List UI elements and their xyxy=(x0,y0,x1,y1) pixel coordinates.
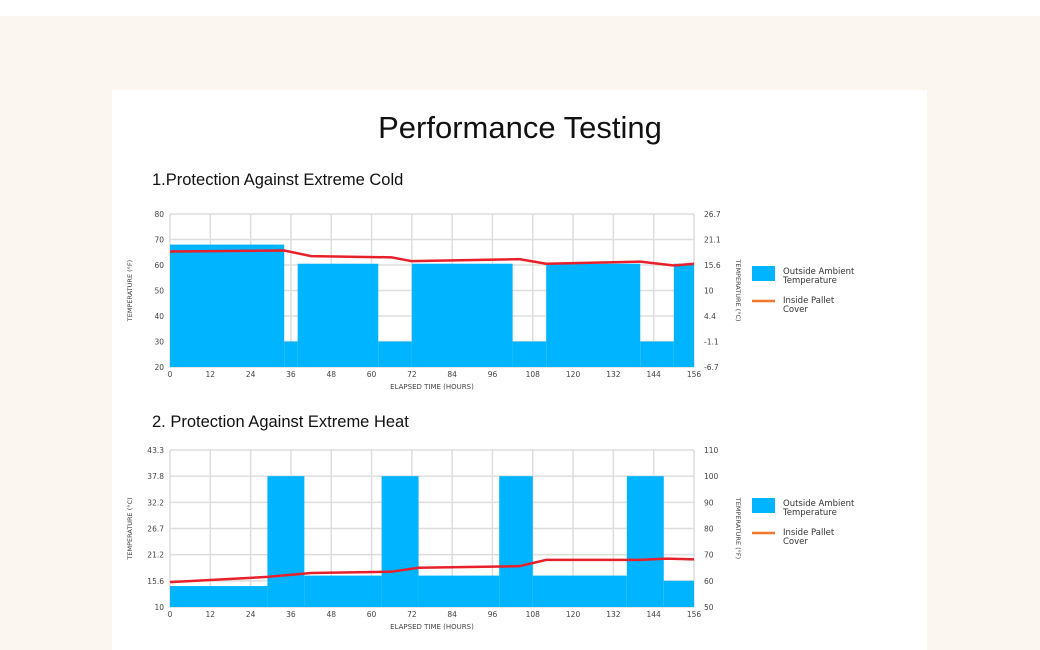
ambient-bar xyxy=(284,341,298,367)
y-tick-label-right: -6.7 xyxy=(704,363,719,372)
ambient-bar xyxy=(512,341,547,367)
ambient-bar xyxy=(418,575,500,607)
y-tick-label: 50 xyxy=(154,287,164,296)
x-tick-label: 48 xyxy=(326,370,336,379)
y-tick-label-right: -1.1 xyxy=(704,338,719,347)
y-tick-label: 40 xyxy=(154,312,164,321)
y-axis-label-right: TEMPERATURE (°C) xyxy=(734,258,742,321)
legend-label-ambient-cont: Temperature xyxy=(782,276,837,286)
ambient-bar xyxy=(640,341,674,367)
y-tick-label: 32.2 xyxy=(147,498,164,507)
ambient-bar xyxy=(546,263,641,367)
ambient-bar xyxy=(297,263,379,367)
ambient-bar xyxy=(499,476,533,607)
ambient-bar xyxy=(267,476,305,607)
x-tick-label: 84 xyxy=(447,610,457,619)
y-tick-label: 10 xyxy=(154,603,164,612)
ambient-bar xyxy=(663,580,694,607)
ambient-bar xyxy=(673,263,694,367)
x-tick-label: 0 xyxy=(168,610,173,619)
legend-label-ambient: Outside Ambient xyxy=(783,267,855,277)
y-axis-label-right: TEMPERATURE (°F) xyxy=(734,497,742,559)
x-tick-label: 120 xyxy=(566,370,581,379)
x-tick-label: 24 xyxy=(246,610,256,619)
y-tick-label-right: 70 xyxy=(704,551,714,560)
ambient-bar xyxy=(170,244,285,367)
inside-temperature-line xyxy=(169,557,695,584)
y-tick-label-right: 110 xyxy=(704,446,719,455)
y-tick-label: 21.2 xyxy=(147,551,164,560)
legend-label-ambient-cont: Temperature xyxy=(782,508,837,518)
inside-temperature-line xyxy=(169,249,695,267)
x-tick-label: 144 xyxy=(647,370,662,379)
legend-label-inside: Inside Pallet xyxy=(783,296,835,306)
y-tick-label: 37.8 xyxy=(147,472,164,481)
x-tick-label: 144 xyxy=(647,610,662,619)
y-tick-label: 80 xyxy=(154,210,164,219)
y-tick-label: 26.7 xyxy=(147,525,164,534)
ambient-bar xyxy=(378,341,412,367)
y-tick-label: 43.3 xyxy=(147,446,164,455)
y-tick-label-right: 60 xyxy=(704,577,714,586)
y-tick-label-right: 21.1 xyxy=(704,236,721,245)
x-tick-label: 36 xyxy=(286,610,296,619)
x-tick-label: 72 xyxy=(407,370,417,379)
x-tick-label: 156 xyxy=(687,610,702,619)
legend-label-inside-cont: Cover xyxy=(783,537,808,547)
legend-swatch-ambient xyxy=(752,498,775,513)
legend-label-inside: Inside Pallet xyxy=(783,528,835,538)
ambient-bar xyxy=(411,263,513,367)
x-axis-label: ELAPSED TIME (HOURS) xyxy=(390,383,474,391)
ambient-bar xyxy=(532,575,627,607)
x-tick-label: 36 xyxy=(286,370,296,379)
legend-swatch-ambient xyxy=(752,266,775,281)
chart-2-title: 2. Protection Against Extreme Heat xyxy=(152,413,409,431)
x-tick-label: 12 xyxy=(206,610,216,619)
y-tick-label: 30 xyxy=(154,338,164,347)
x-tick-label: 0 xyxy=(168,370,173,379)
top-strip xyxy=(0,0,1040,16)
y-tick-label: 15.6 xyxy=(147,577,164,586)
legend-label-inside-cont: Cover xyxy=(783,305,808,315)
y-tick-label-right: 26.7 xyxy=(704,210,721,219)
x-tick-label: 132 xyxy=(606,370,621,379)
y-tick-label: 60 xyxy=(154,261,164,270)
y-tick-label: 20 xyxy=(154,363,164,372)
ambient-bar xyxy=(304,575,382,607)
x-tick-label: 108 xyxy=(526,370,541,379)
x-tick-label: 12 xyxy=(206,370,216,379)
x-tick-label: 24 xyxy=(246,370,256,379)
x-tick-label: 60 xyxy=(367,370,377,379)
ambient-bar xyxy=(381,476,419,607)
x-tick-label: 48 xyxy=(326,610,336,619)
x-tick-label: 156 xyxy=(687,370,702,379)
x-tick-label: 72 xyxy=(407,610,417,619)
y-axis-label: TEMPERATURE (°F) xyxy=(126,260,134,322)
ambient-bar xyxy=(626,476,664,607)
chart-1-title: 1.Protection Against Extreme Cold xyxy=(152,171,404,189)
x-tick-label: 84 xyxy=(447,370,457,379)
x-tick-label: 96 xyxy=(488,610,498,619)
x-tick-label: 132 xyxy=(606,610,621,619)
y-tick-label-right: 100 xyxy=(704,472,719,481)
y-tick-label: 70 xyxy=(154,236,164,245)
x-tick-label: 60 xyxy=(367,610,377,619)
y-axis-label: TEMPERATURE (°C) xyxy=(126,497,134,560)
y-tick-label-right: 15.6 xyxy=(704,261,721,270)
page-title: Performance Testing xyxy=(378,110,662,145)
x-tick-label: 108 xyxy=(526,610,541,619)
ambient-bar xyxy=(170,586,268,607)
y-tick-label-right: 50 xyxy=(704,603,714,612)
legend-label-ambient: Outside Ambient xyxy=(783,499,855,509)
x-tick-label: 120 xyxy=(566,610,581,619)
y-tick-label-right: 4.4 xyxy=(704,312,716,321)
y-tick-label-right: 80 xyxy=(704,525,714,534)
y-tick-label-right: 90 xyxy=(704,498,714,507)
x-tick-label: 96 xyxy=(488,370,498,379)
x-axis-label: ELAPSED TIME (HOURS) xyxy=(390,623,474,631)
y-tick-label-right: 10 xyxy=(704,287,714,296)
